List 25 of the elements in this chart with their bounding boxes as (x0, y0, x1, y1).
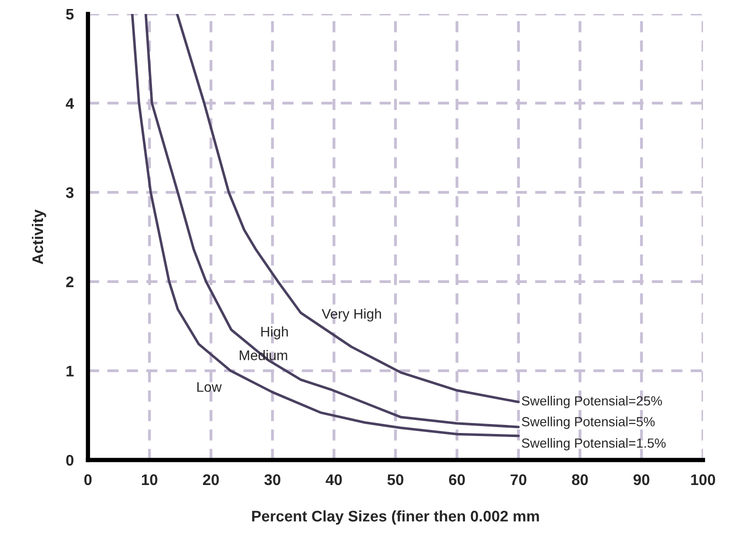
x-tick-label: 60 (449, 474, 465, 486)
annotation: Very High (322, 308, 381, 322)
x-tick-label: 70 (510, 474, 526, 486)
x-tick-label: 10 (142, 474, 158, 486)
series-label: Swelling Potensial=5% (522, 416, 655, 429)
y-tick-label: 3 (66, 187, 74, 198)
x-tick-label: 20 (203, 474, 219, 486)
y-tick-label: 0 (66, 454, 74, 466)
x-tick-label: 0 (84, 474, 92, 486)
y-tick-label: 4 (66, 98, 74, 109)
x-tick-label: 30 (264, 474, 280, 486)
y-tick-label: 5 (66, 8, 74, 20)
series-label: Swelling Potensial=1.5% (522, 438, 666, 450)
x-tick-label: 50 (387, 474, 404, 486)
x-tick-label: 100 (691, 474, 716, 486)
x-tick-label: 80 (572, 474, 588, 486)
y-tick-label: 2 (66, 276, 74, 288)
annotation: Low (197, 382, 222, 392)
y-tick-label: 1 (66, 366, 74, 376)
x-tick-label: 90 (634, 474, 650, 486)
x-tick-label: 40 (326, 474, 342, 486)
series-label: Swelling Potensial=25% (522, 396, 662, 408)
y-axis-title: Activity (32, 209, 46, 264)
x-axis-title: Percent Clay Sizes (finer then 0.002 mm (252, 510, 539, 525)
annotation: High (261, 326, 288, 340)
